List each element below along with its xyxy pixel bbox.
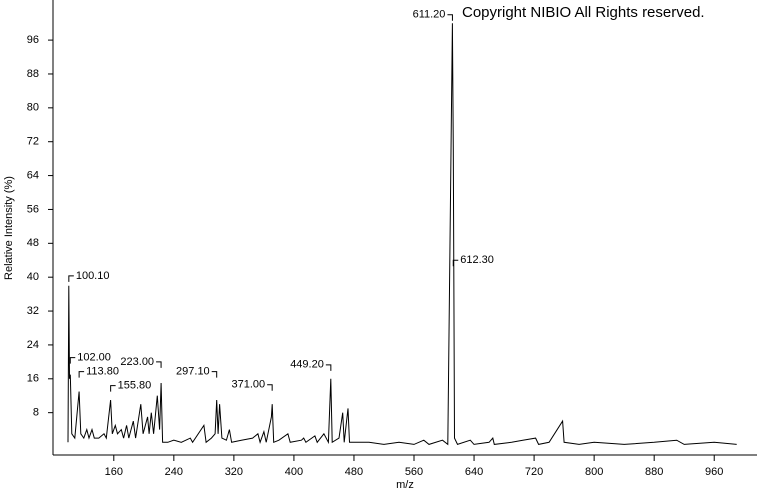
peak-bracket: [267, 384, 273, 391]
x-axis-label: m/z: [396, 479, 414, 491]
x-tick-label: 160: [105, 466, 123, 478]
x-tick-label: 720: [525, 466, 543, 478]
peak-bracket: [69, 357, 76, 364]
peak-bracket: [447, 14, 453, 21]
peak-bracket: [110, 385, 116, 392]
peak-label: 611.20: [413, 9, 446, 21]
y-tick-label: 56: [27, 203, 39, 215]
peak-label: 155.80: [118, 379, 152, 391]
y-tick-label: 80: [27, 102, 39, 114]
y-tick-label: 32: [27, 305, 39, 317]
peak-label: 102.00: [77, 352, 111, 364]
x-tick-label: 320: [225, 466, 243, 478]
y-tick-label: 8: [33, 407, 39, 419]
peak-label: 113.80: [86, 366, 119, 378]
y-tick-label: 24: [27, 339, 39, 351]
x-tick-label: 800: [585, 466, 603, 478]
peak-bracket: [78, 371, 85, 378]
copyright: Copyright NIBIO All Rights reserved.: [462, 4, 705, 21]
y-tick-label: 88: [27, 68, 39, 80]
spectrum-line: [67, 23, 737, 446]
y-axis-label: Relative Intensity (%): [3, 176, 15, 280]
peak-label: 449.20: [290, 359, 324, 371]
peak-label: 371.00: [231, 379, 265, 391]
peak-bracket: [452, 259, 459, 267]
peak-label: 100.10: [76, 270, 110, 282]
peak-label: 612.30: [460, 254, 494, 266]
y-tick-label: 40: [27, 271, 39, 283]
peak-bracket: [325, 364, 332, 371]
y-tick-label: 48: [27, 237, 39, 249]
peak-bracket: [211, 371, 218, 378]
x-tick-label: 560: [405, 466, 423, 478]
peak-label: 223.00: [120, 356, 154, 368]
peak-bracket: [68, 275, 74, 282]
y-tick-label: 16: [27, 373, 39, 385]
x-tick-label: 480: [345, 466, 363, 478]
x-tick-label: 880: [645, 466, 663, 478]
x-tick-label: 240: [165, 466, 183, 478]
x-tick-label: 640: [465, 466, 483, 478]
y-tick-label: 72: [27, 136, 39, 148]
x-tick-label: 400: [285, 466, 303, 478]
x-tick-label: 960: [705, 466, 723, 478]
peak-bracket: [156, 361, 162, 368]
y-tick-label: 64: [27, 169, 39, 181]
peak-label: 297.10: [176, 366, 210, 378]
y-tick-label: 96: [27, 34, 39, 46]
